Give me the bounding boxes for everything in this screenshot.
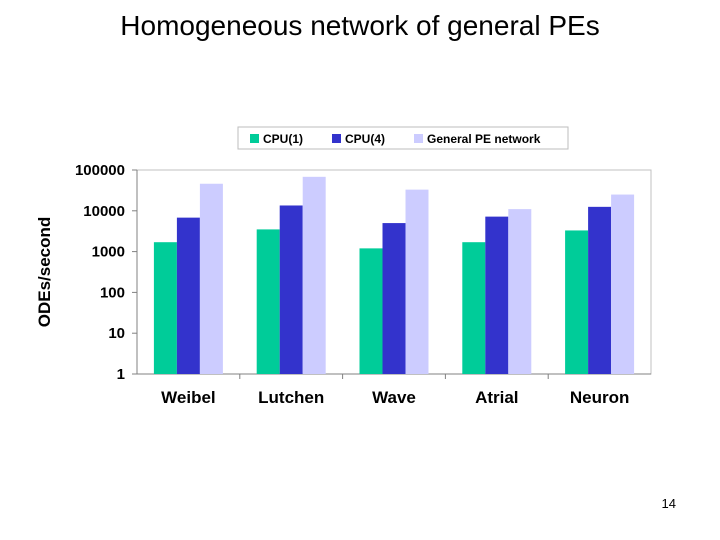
y-tick-label: 1 [117,366,125,383]
x-tick-label: Weibel [161,388,215,407]
y-tick-label: 100000 [75,162,125,179]
bar-cpu-1--neuron [565,230,589,374]
y-tick-label: 10000 [83,203,125,220]
bar-cpu-1--lutchen [256,229,280,374]
bar-cpu-4--weibel [176,217,200,374]
bars [153,176,635,374]
bar-cpu-1--wave [359,248,383,374]
legend-label: General PE network [427,132,541,146]
legend: CPU(1) CPU(4) General PE network [237,126,569,150]
legend-box [237,126,569,150]
legend-label: CPU(1) [263,132,303,146]
bar-cpu-4--atrial [485,216,509,374]
bar-cpu-4--wave [382,223,406,374]
x-axis: Weibel Lutchen Wave Atrial Neuron [161,374,629,407]
y-tick-label: 1000 [92,244,125,261]
y-tick-label: 100 [100,284,125,301]
legend-swatch [414,134,423,143]
y-axis-title: ODEs/second [35,217,54,328]
bar-general-pe-network-wave [405,189,429,374]
slide-title: Homogeneous network of general PEs [120,10,600,41]
bar-cpu-1--atrial [462,242,486,374]
bar-cpu-1--weibel [153,242,177,374]
bar-general-pe-network-lutchen [302,176,326,374]
x-tick-label: Lutchen [258,388,324,407]
page-number: 14 [661,496,676,511]
x-tick-label: Neuron [570,388,630,407]
bar-cpu-4--lutchen [279,205,303,374]
y-tick-label: 10 [108,325,125,342]
legend-swatch [250,134,259,143]
y-axis: 1 10 100 1000 10000 100000 [75,162,137,383]
bar-general-pe-network-weibel [199,183,223,374]
legend-swatch [332,134,341,143]
x-tick-label: Wave [372,388,416,407]
bar-general-pe-network-neuron [611,194,635,374]
bar-general-pe-network-atrial [508,209,532,374]
bar-cpu-4--neuron [588,206,612,374]
x-tick-label: Atrial [475,388,518,407]
legend-label: CPU(4) [345,132,385,146]
